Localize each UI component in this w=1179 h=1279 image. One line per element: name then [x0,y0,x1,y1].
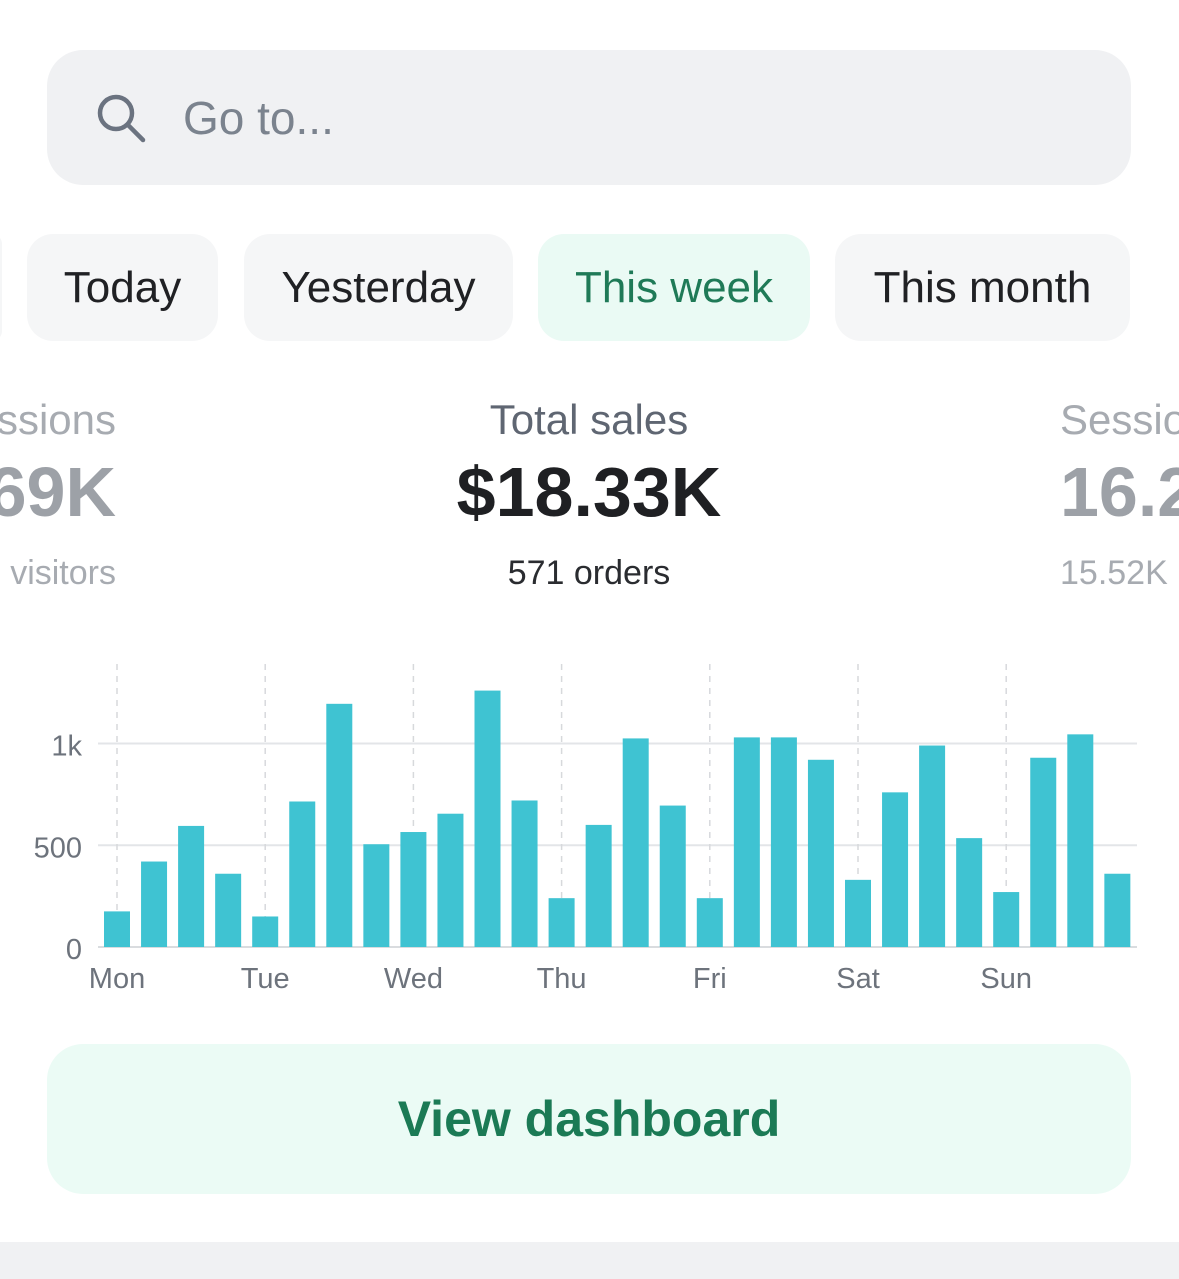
chart-bar [845,879,871,947]
search-bar[interactable] [47,50,1131,185]
metric-value: $18.33K [456,453,722,531]
x-tick-label: Tue [241,963,290,995]
tab-today[interactable]: Today [27,234,218,341]
chart-bar [252,916,279,947]
metric-subtext: 15.52K [1060,554,1168,592]
chart-bar [326,703,353,947]
chart-bar [956,838,983,947]
chart-bar [993,892,1020,947]
chart-bar [511,800,538,947]
metric-value: 16.2 [1060,453,1179,531]
tab-label: Yesterday [281,262,476,312]
sales-bar-chart: 0 500 1k Mon Tue Wed Thu Fri Sat Sun [34,664,1137,995]
chart-bar [548,898,575,947]
chart-bar [882,792,909,947]
x-tick-label: Mon [89,963,145,995]
x-tick-label: Wed [384,963,443,995]
y-tick-label: 500 [34,832,82,864]
chart-bar [437,813,464,947]
chart-bar [289,801,316,947]
tab-this-week[interactable]: This week [538,234,810,341]
tab-yesterday[interactable]: Yesterday [244,234,513,341]
chart-bar [659,805,686,947]
bottom-divider-band [0,1242,1179,1279]
chart-bar [585,824,612,947]
chart-bar [733,737,760,947]
tab-label: Today [63,262,182,312]
chart-bar [400,832,427,947]
chart-bar [1104,873,1131,947]
tab-label: This week [574,262,774,312]
metric-label: ssions [0,396,116,443]
metric-label: Total sales [489,396,689,443]
view-dashboard-button[interactable]: View dashboard [47,1044,1131,1194]
metric-subtext: visitors [10,554,116,592]
chart-bar [1067,734,1094,947]
search-input[interactable] [183,90,1063,145]
chart-bar [474,690,501,947]
chart-bar [807,759,834,947]
chart-bar [770,737,797,947]
search-icon [97,94,146,142]
y-tick-label: 1k [51,731,82,763]
x-tick-label: Sun [980,963,1032,995]
metric-value: 69K [0,453,116,531]
chart-bar [104,911,130,947]
chart-bar [696,898,723,947]
chart-bar [622,738,649,947]
chart-bar [178,825,205,947]
tab-label: This month [873,262,1092,312]
metric-subtext: 571 orders [507,554,671,592]
y-tick-label: 0 [66,934,82,966]
chart-bar [1030,757,1057,947]
x-tick-label: Fri [693,963,727,995]
chart-bar [363,844,390,947]
tab-this-month[interactable]: This month [835,234,1130,341]
chart-bar [919,745,946,947]
chart-bar [215,873,242,947]
view-dashboard-label: View dashboard [397,1091,781,1147]
metric-label: Sessio [1060,396,1179,443]
x-tick-label: Sat [836,963,880,995]
x-tick-label: Thu [537,963,587,995]
range-tab-offscreen[interactable] [0,234,2,341]
chart-bar [141,861,168,947]
